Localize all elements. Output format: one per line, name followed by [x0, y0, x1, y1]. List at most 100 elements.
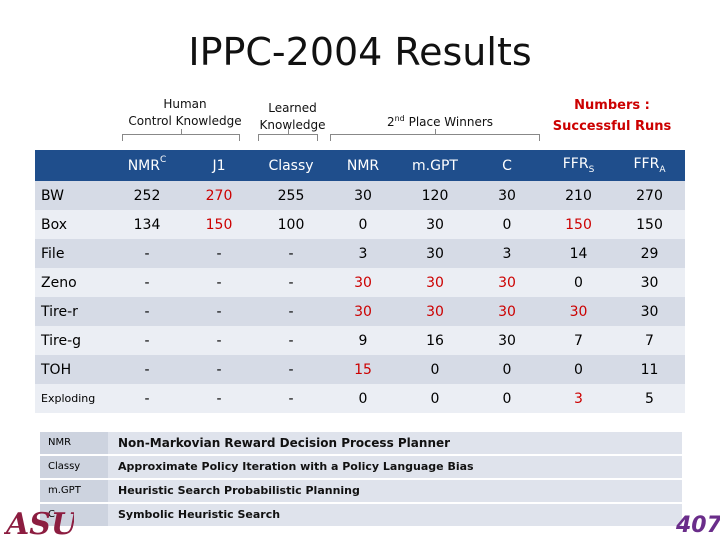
slide-title: IPPC-2004 Results	[188, 30, 532, 74]
table-row: Zeno - - -30 30 30 0 30	[35, 268, 685, 297]
human-header-line2: Control Knowledge	[128, 114, 242, 128]
table-cell: -	[255, 268, 327, 297]
column-label-sub: S	[588, 164, 595, 175]
table-cell: -	[255, 326, 327, 355]
table-cell: 30	[399, 297, 471, 326]
column-label: FFR	[562, 156, 589, 173]
conference-logo: 407	[675, 513, 720, 538]
second-place-pre: 2	[386, 115, 395, 129]
table-row: Box 134 150 100 0 30 0 150 150	[35, 210, 685, 239]
table-cell: 0	[543, 268, 614, 297]
learned-header-line2: Knowledge	[259, 118, 326, 132]
numbers-note: Numbers : Successful Runs	[542, 95, 682, 137]
table-cell: -	[183, 268, 255, 297]
table-cell: 210	[543, 181, 614, 210]
table-cell: -	[111, 268, 183, 297]
learned-header-line1: Learned	[268, 101, 317, 115]
legend-row: NMR Non-Markovian Reward Decision Process…	[40, 432, 682, 454]
row-label: Box	[35, 210, 111, 239]
human-header-line1: Human	[163, 97, 207, 111]
legend-key: m.GPT	[40, 480, 108, 502]
table-cell: 30	[543, 297, 614, 326]
table-row: Tire-r - - -30 30 30 30 30	[35, 297, 685, 326]
row-label: TOH	[35, 355, 111, 384]
table-row: File - - -3 30 3 14 29	[35, 239, 685, 268]
table-cell: 0	[543, 355, 614, 384]
table-cell: 0	[471, 384, 543, 413]
asu-logo: ASU	[4, 507, 74, 540]
table-cell: 15	[327, 355, 399, 384]
table-cell: -	[183, 355, 255, 384]
table-cell: -	[255, 355, 327, 384]
column-header-3: NMR	[327, 150, 399, 181]
table-cell: 16	[399, 326, 471, 355]
column-label: NMR	[346, 157, 380, 174]
table-row: TOH - - -15 0 0 0 11	[35, 355, 685, 384]
table-cell: 9	[327, 326, 399, 355]
svg-text:407: 407	[675, 513, 720, 538]
table-cell: 30	[471, 268, 543, 297]
table-cell: -	[183, 384, 255, 413]
table-cell: -	[183, 239, 255, 268]
table-cell: -	[255, 297, 327, 326]
table-cell: 30	[614, 297, 685, 326]
column-label: m.GPT	[412, 157, 458, 174]
learned-knowledge-header: Learned Knowledge	[250, 100, 335, 134]
table-header-row: NMRC J1 Classy NMR m.GPT C FFRS FFRA	[35, 150, 685, 181]
table-cell: 270	[183, 181, 255, 210]
column-header-0: NMRC	[111, 150, 183, 181]
legend-description: Symbolic Heuristic Search	[108, 504, 682, 526]
table-cell: -	[255, 384, 327, 413]
table-cell: 30	[327, 297, 399, 326]
table-cell: 150	[543, 210, 614, 239]
table-cell: 0	[399, 384, 471, 413]
table-cell: 134	[111, 210, 183, 239]
column-label-sub: A	[659, 164, 666, 175]
column-header-6: FFRS	[543, 150, 614, 181]
row-label: BW	[35, 181, 111, 210]
table-cell: 30	[614, 268, 685, 297]
table-cell: 30	[327, 181, 399, 210]
table-cell: 5	[614, 384, 685, 413]
table-cell: 150	[183, 210, 255, 239]
table-row: Tire-g - - -9 16 30 7 7	[35, 326, 685, 355]
table-cell: 30	[399, 210, 471, 239]
table-cell: 11	[614, 355, 685, 384]
table-cell: 30	[399, 239, 471, 268]
table-cell: -	[183, 297, 255, 326]
legend-row: C Symbolic Heuristic Search	[40, 504, 682, 526]
table-cell: 255	[255, 181, 327, 210]
legend-row: Classy Approximate Policy Iteration with …	[40, 456, 682, 478]
results-table: NMRC J1 Classy NMR m.GPT C FFRS FFRA BW 252 270 25…	[35, 150, 685, 413]
legend-description: Approximate Policy Iteration with a Poli…	[108, 456, 682, 478]
table-cell: 252	[111, 181, 183, 210]
column-header-7: FFRA	[614, 150, 685, 181]
second-place-bracket	[330, 129, 540, 141]
column-header-5: C	[471, 150, 543, 181]
legend-description: Non-Markovian Reward Decision Process Pl…	[108, 432, 682, 454]
table-cell: 0	[399, 355, 471, 384]
numbers-note-line2: Successful Runs	[552, 119, 672, 134]
human-bracket	[122, 129, 240, 141]
table-cell: 150	[614, 210, 685, 239]
table-cell: 30	[327, 268, 399, 297]
column-header-1: J1	[183, 150, 255, 181]
table-cell: -	[111, 326, 183, 355]
legend-key: Classy	[40, 456, 108, 478]
table-cell: 7	[543, 326, 614, 355]
table-cell: -	[255, 239, 327, 268]
table-cell: 14	[543, 239, 614, 268]
column-label: J1	[212, 157, 226, 174]
column-label: NMR	[127, 157, 160, 174]
second-place-sup: nd	[394, 114, 405, 123]
table-cell: 0	[471, 355, 543, 384]
table-cell: 0	[471, 210, 543, 239]
table-cell: -	[111, 297, 183, 326]
table-cell: 270	[614, 181, 685, 210]
table-cell: 30	[399, 268, 471, 297]
table-cell: 29	[614, 239, 685, 268]
table-cell: 30	[471, 326, 543, 355]
row-label: Exploding	[35, 384, 111, 413]
column-header-2: Classy	[255, 150, 327, 181]
table-row: BW 252 270 255 30 120 30 210 270	[35, 181, 685, 210]
